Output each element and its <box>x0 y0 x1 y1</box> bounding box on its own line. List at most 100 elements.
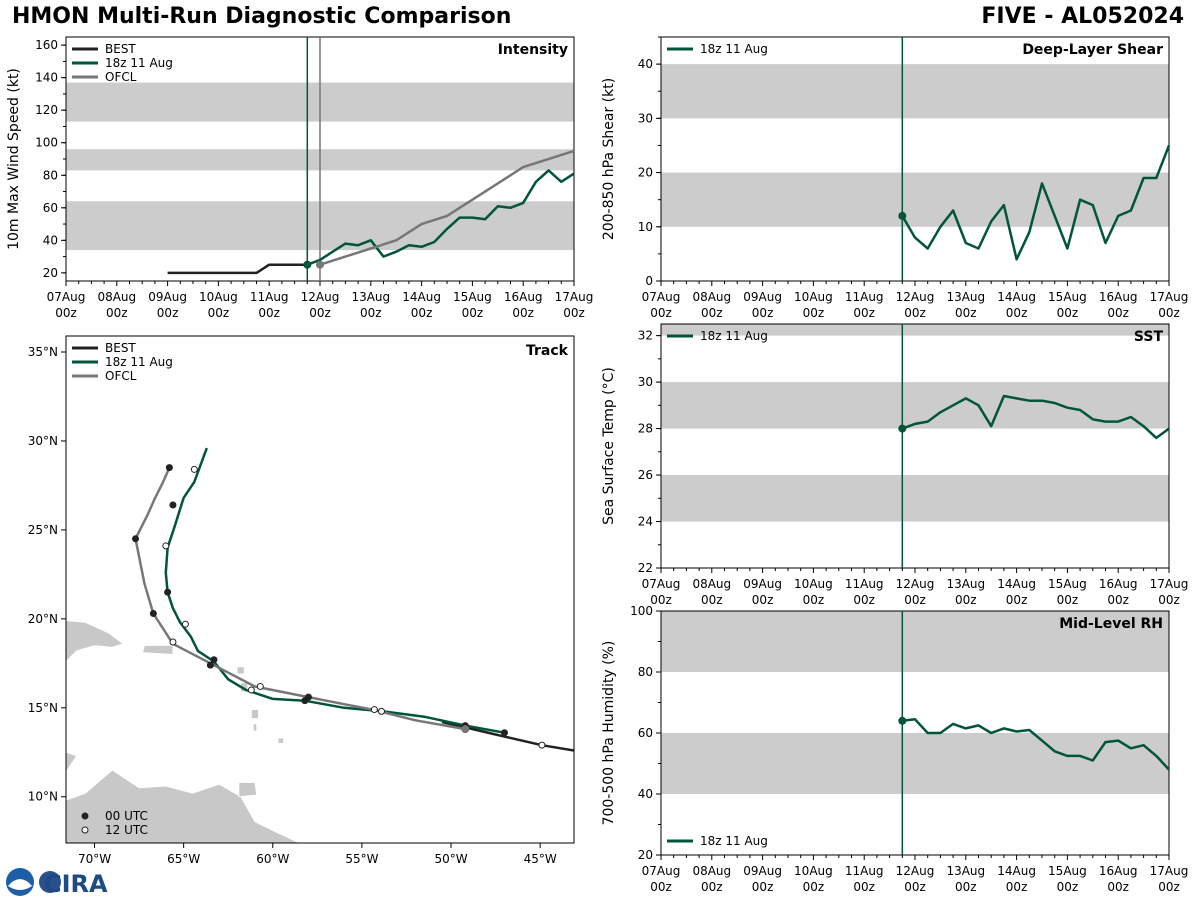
sst-ytick-label: 32 <box>638 329 653 343</box>
intensity-xtick-label-hour: 00z <box>208 306 230 320</box>
sst-title: SST <box>1134 329 1164 345</box>
land-shape <box>66 620 124 663</box>
intensity-ytick-label: 140 <box>35 71 58 85</box>
track-ytick-label: 25°N <box>28 523 58 537</box>
cira-logo-text: CIRA <box>44 870 108 898</box>
shear-xtick-label-date: 08Aug <box>692 290 731 304</box>
rh-legend-label: 18z 11 Aug <box>700 834 768 848</box>
rh-xtick-label-date: 16Aug <box>1099 864 1138 878</box>
track-point-12utc <box>190 465 198 473</box>
rh-xtick-label-date: 17Aug <box>1150 864 1189 878</box>
sst-xtick-label-date: 11Aug <box>845 577 884 591</box>
track-point-12utc <box>181 620 189 628</box>
sst-xtick-label-date: 17Aug <box>1150 577 1189 591</box>
sst-xtick-label-hour: 00z <box>1107 593 1129 607</box>
track-ofcl-start-point <box>461 725 470 734</box>
sst-xtick-label-hour: 00z <box>955 593 977 607</box>
shear-chart: 0 10 20 30 40 07Aug 00z 08Aug 00z 09Aug 00z 10Aug 00… <box>601 36 1188 320</box>
shear-ytick-label: 30 <box>638 111 653 125</box>
intensity-title: Intensity <box>498 42 568 58</box>
rh-xtick-label-hour: 00z <box>752 880 774 894</box>
intensity-xtick-label-date: 07Aug <box>47 290 86 304</box>
intensity-xtick-label-hour: 00z <box>106 306 128 320</box>
shear-band <box>661 172 1169 227</box>
intensity-xtick-label-hour: 00z <box>360 306 382 320</box>
sst-band <box>661 382 1169 429</box>
sst-xtick-label-date: 09Aug <box>743 577 782 591</box>
track-frame <box>65 335 575 844</box>
shear-xtick-label-hour: 00z <box>650 306 672 320</box>
track-legend-bg <box>69 339 174 354</box>
rh-xtick-label-hour: 00z <box>1107 880 1129 894</box>
intensity-xtick-label-date: 08Aug <box>97 290 136 304</box>
shear-xtick-label-hour: 00z <box>701 306 723 320</box>
rh-series-run <box>902 718 1170 771</box>
intensity-xtick-label-date: 09Aug <box>148 290 187 304</box>
sst-xtick-label-hour: 00z <box>1006 593 1028 607</box>
land-shape <box>142 645 174 655</box>
intensity-legend-label: OFCL <box>105 70 137 84</box>
intensity-xtick-label-hour: 00z <box>258 306 280 320</box>
track-point-00utc <box>132 535 140 543</box>
track-point-12utc <box>169 638 177 646</box>
land-shape <box>250 709 259 719</box>
track-legend-label: BEST <box>105 341 136 355</box>
sst-xtick-label-hour: 00z <box>904 593 926 607</box>
track-legend-bg <box>69 367 174 382</box>
intensity-legend-label: 18z 11 Aug <box>105 56 173 70</box>
rh-xtick-label-hour: 00z <box>853 880 875 894</box>
intensity-xtick-label-date: 15Aug <box>453 290 492 304</box>
intensity-legend-label: BEST <box>105 42 136 56</box>
shear-ytick-label: 40 <box>638 57 653 71</box>
track-point-00utc <box>500 729 508 737</box>
track-chart: 70°W 65°W 60°W 55°W 50°W 45°W 10°N 15°N 20°N 25°N… <box>28 335 575 866</box>
shear-xtick-label-hour: 00z <box>1057 306 1079 320</box>
sst-xtick-label-date: 10Aug <box>794 577 833 591</box>
storm-id-title: FIVE - AL052024 <box>981 4 1184 29</box>
intensity-ytick-label: 100 <box>35 136 58 150</box>
intensity-xtick-label-date: 11Aug <box>250 290 289 304</box>
land-shape <box>277 737 284 744</box>
sst-chart: 22 24 26 28 30 32 07Aug 00z 08Aug 00z 09Aug 00z 10Au… <box>601 323 1189 607</box>
land-shape <box>66 769 300 843</box>
track-xtick-label: 45°W <box>524 852 557 866</box>
track-ytick-label: 30°N <box>28 434 58 448</box>
rh-xtick-label-date: 10Aug <box>794 864 833 878</box>
rh-xtick-label-date: 13Aug <box>946 864 985 878</box>
intensity-ytick-label: 40 <box>43 233 58 247</box>
intensity-ytick-label: 120 <box>35 103 58 117</box>
intensity-xtick-label-hour: 00z <box>411 306 433 320</box>
sst-ylabel: Sea Surface Temp (°C) <box>601 367 617 525</box>
track-point-12utc <box>247 686 255 694</box>
track-series-best <box>441 720 574 752</box>
intensity-xtick-label-hour: 00z <box>157 306 179 320</box>
shear-xtick-label-date: 14Aug <box>997 290 1036 304</box>
sst-legend-label: 18z 11 Aug <box>700 329 768 343</box>
track-point-12utc <box>162 542 170 550</box>
rh-xtick-label-hour: 00z <box>1158 880 1180 894</box>
sst-ytick-label: 24 <box>638 515 653 529</box>
track-legend-bg <box>69 353 174 368</box>
rh-xtick-label-hour: 00z <box>955 880 977 894</box>
sst-xtick-label-date: 13Aug <box>946 577 985 591</box>
sst-xtick-label-date: 08Aug <box>692 577 731 591</box>
shear-band <box>661 64 1169 119</box>
rh-ytick-label: 100 <box>630 604 653 618</box>
sst-xtick-label-hour: 00z <box>803 593 825 607</box>
rh-start-point <box>898 716 907 725</box>
rh-xtick-label-date: 12Aug <box>896 864 935 878</box>
track-point-12utc <box>377 707 385 715</box>
track-ytick-label: 15°N <box>28 701 58 715</box>
shear-start-point <box>898 211 907 220</box>
sst-ytick-label: 26 <box>638 468 653 482</box>
rh-chart: 20 40 60 80 100 07Aug 00z 08Aug 00z 09Aug 00z 10Aug… <box>601 604 1188 894</box>
shear-ytick-label: 10 <box>638 220 653 234</box>
intensity-xtick-label-date: 10Aug <box>199 290 238 304</box>
rh-xtick-label-hour: 00z <box>904 880 926 894</box>
rh-xtick-label-hour: 00z <box>803 880 825 894</box>
intensity-chart: 20 40 60 80 100 120 140 160 07Aug 00z 08Aug 00z 09Au… <box>6 36 593 320</box>
sst-xtick-label-date: 16Aug <box>1099 577 1138 591</box>
sst-xtick-label-hour: 00z <box>1057 593 1079 607</box>
track-marker-legend-label: 00 UTC <box>105 809 148 823</box>
